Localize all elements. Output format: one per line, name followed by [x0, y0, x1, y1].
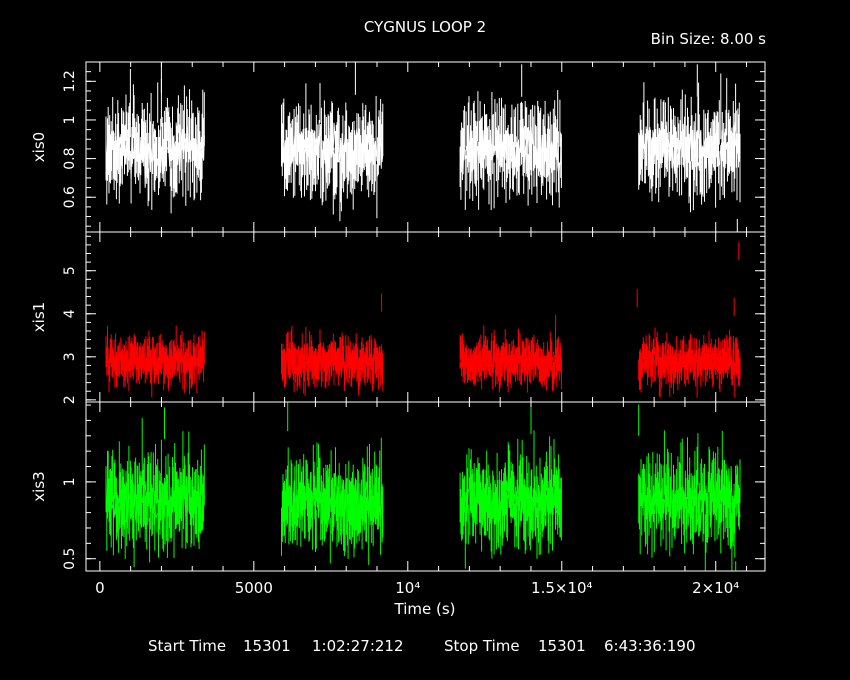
bin-size-label: Bin Size: 8.00 s [651, 30, 767, 48]
xis3-y-tick-label: 1 [62, 477, 78, 486]
x-tick-label: 10⁴ [395, 579, 420, 597]
xis3-window-1 [105, 418, 205, 568]
xis0-window-1 [105, 68, 205, 214]
xis3-frame [85, 401, 766, 572]
xis1-panel: 2 3 4 5 xis1 [30, 231, 766, 404]
x-axis-label: Time (s) [394, 600, 456, 618]
xis1-axis-label: xis1 [30, 302, 48, 332]
xis1-trace [459, 343, 562, 378]
xis3-window-2 [281, 437, 384, 565]
x-tick-labels: 0 5000 10⁴ 1.5×10⁴ 2×10⁴ [95, 579, 739, 597]
xis0-x-ticks [99, 62, 748, 232]
xis3-window-3 [459, 430, 562, 569]
stop-time-day: 15301 [538, 637, 586, 655]
xis1-window-3 [459, 325, 562, 393]
stop-time-clock: 6:43:36:190 [604, 637, 696, 655]
xis1-x-ticks [99, 232, 748, 402]
xis1-trace [281, 346, 384, 376]
xis0-panel: 0.6 0.8 1 1.2 xis0 [30, 61, 766, 233]
chart-title: CYGNUS LOOP 2 [364, 18, 486, 36]
x-tick-label: 0 [95, 579, 105, 597]
xis1-y-tick-label: 5 [62, 266, 78, 275]
xis3-trace [105, 470, 205, 532]
xis1-y-tick-label: 4 [62, 309, 78, 318]
xis1-window-2 [281, 326, 384, 397]
start-time-day: 15301 [243, 637, 291, 655]
xis1-trace [638, 347, 741, 375]
xis0-y-axis: 0.6 0.8 1 1.2 [62, 70, 765, 227]
xis1-window-1 [105, 325, 205, 398]
xis3-y-axis: 0.51 [62, 404, 765, 570]
xis0-y-tick-label: 0.6 [62, 186, 78, 208]
start-time-label: Start Time [148, 637, 226, 655]
xis3-curve [105, 418, 741, 571]
xis0-trace [638, 112, 741, 182]
xis3-trace [638, 466, 741, 532]
xis0-y-tick-label: 1.2 [62, 70, 78, 92]
xis3-trace [459, 462, 562, 534]
xis0-y-tick-label: 1 [62, 116, 78, 125]
xis0-y-tick-label: 0.8 [62, 147, 78, 169]
xis1-window-4 [638, 327, 741, 398]
xis1-y-tick-label: 3 [62, 352, 78, 361]
xis3-axis-label: xis3 [30, 471, 48, 501]
xis3-window-4 [638, 430, 741, 571]
xis0-trace [459, 117, 562, 184]
xis0-axis-label: xis0 [30, 132, 48, 162]
xis0-window-4 [638, 73, 741, 213]
x-tick-label: 2×10⁴ [692, 579, 739, 597]
xis0-window-3 [459, 90, 562, 211]
x-tick-label: 5000 [235, 579, 273, 597]
xis0-curve [105, 68, 741, 222]
start-time-clock: 1:02:27:212 [312, 637, 404, 655]
xis3-y-tick-label: 0.5 [62, 548, 78, 570]
x-tick-label: 1.5×10⁴ [531, 579, 593, 597]
xis1-curve [105, 325, 741, 398]
xis0-trace [281, 111, 384, 181]
xis3-trace [281, 466, 384, 528]
time-footer: Start Time 15301 1:02:27:212 Stop Time 1… [148, 637, 696, 655]
xis1-y-tick-label: 2 [62, 395, 78, 404]
xis1-y-axis: 2 3 4 5 [62, 235, 765, 404]
stop-time-label: Stop Time [444, 637, 520, 655]
xis0-trace [105, 124, 205, 188]
xis3-x-ticks [99, 402, 748, 571]
xis1-trace [105, 346, 205, 376]
xis0-window-2 [281, 83, 384, 222]
